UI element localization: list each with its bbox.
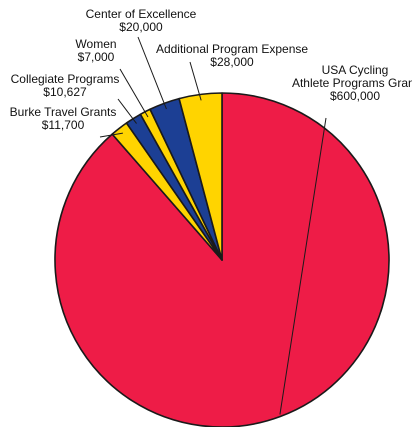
leader-line-athlete-programs-grant <box>279 117 327 415</box>
label-athlete-grant-line2: Athlete Programs Grant <box>292 76 412 90</box>
label-additional-program-expense: Additional Program Expense <box>156 42 308 56</box>
value-collegiate-programs: $10,627 <box>43 85 87 99</box>
value-women: $7,000 <box>78 50 115 64</box>
pie-slices <box>54 92 390 427</box>
value-center-of-excellence: $20,000 <box>119 20 163 34</box>
leader-line-women <box>119 68 149 118</box>
leader-line-collegiate-programs <box>117 98 137 124</box>
leader-line-center-of-excellence <box>137 36 167 110</box>
label-center-of-excellence: Center of Excellence <box>86 7 197 21</box>
leader-line-additional-program-expense <box>189 61 202 101</box>
value-athlete-grant: $600,000 <box>330 89 380 103</box>
value-additional-program-expense: $28,000 <box>210 55 254 69</box>
label-leader-lines <box>99 36 327 415</box>
label-athlete-grant-line1: USA Cycling <box>322 63 389 77</box>
leader-line-burke-travel-grants <box>99 132 123 138</box>
value-burke-travel-grants: $11,700 <box>42 118 85 132</box>
label-collegiate-programs: Collegiate Programs <box>11 72 120 86</box>
label-burke-travel-grants: Burke Travel Grants <box>10 105 117 119</box>
label-women: Women <box>75 37 116 51</box>
slice-additional-program-expense <box>178 92 223 261</box>
